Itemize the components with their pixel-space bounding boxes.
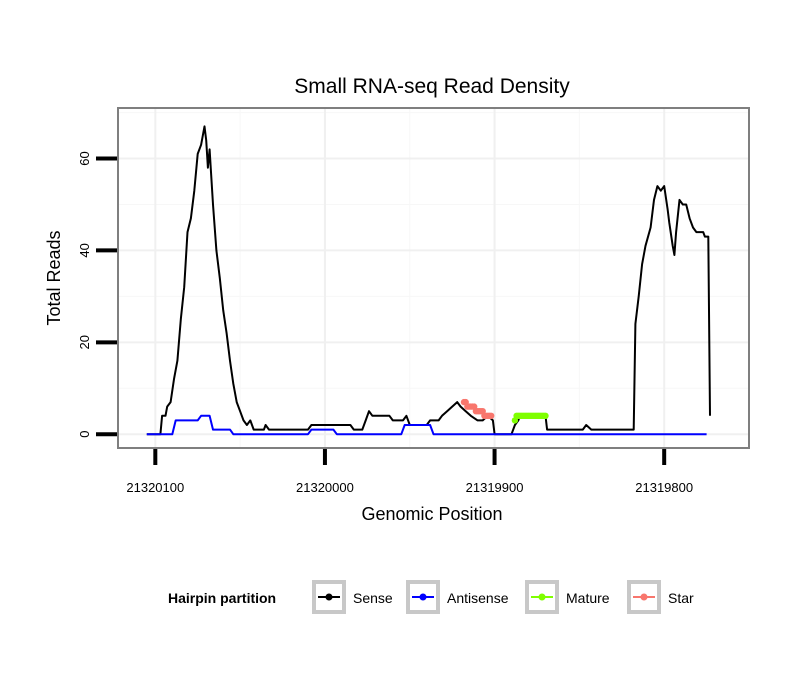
legend-item-sense: Sense [312,580,393,614]
grid [118,108,749,448]
legend-key-point [640,593,648,601]
data-point [542,412,549,419]
legend: Hairpin partition Sense Antisense Mature St… [168,580,694,614]
legend-items: Sense Antisense Mature Star [312,580,694,614]
plot-background [118,108,749,448]
legend-label: Antisense [447,590,509,606]
y-axis-title: Total Reads [44,230,64,325]
legend-title: Hairpin partition [168,590,276,606]
y-tick-label: 0 [77,431,92,438]
x-axis: 21320100 21320000 21319900 21319800 [126,449,693,495]
series-star [460,398,495,419]
series-line-antisense [146,414,707,436]
x-tick-label: 21320000 [296,480,354,495]
chart-title: Small RNA-seq Read Density [294,75,570,98]
y-axis: 0 20 40 60 [77,151,117,438]
y-tick-label: 20 [77,335,92,349]
plot-panel [117,107,750,449]
legend-key-point [538,593,546,601]
series-sense [146,125,711,436]
series-mature [511,412,549,424]
legend-label: Star [668,590,694,606]
series-layer [146,125,711,436]
legend-item-mature: Mature [525,580,610,614]
data-point [488,412,495,419]
x-axis-title: Genomic Position [361,504,502,524]
legend-key-point [419,593,427,601]
series-antisense [146,414,707,436]
x-tick-label: 21319800 [635,480,693,495]
series-line-sense [146,125,711,436]
x-tick-label: 21320100 [126,480,184,495]
legend-key-point [325,593,333,601]
legend-item-antisense: Antisense [406,580,509,614]
legend-label: Mature [566,590,610,606]
y-tick-label: 40 [77,243,92,257]
legend-item-star: Star [627,580,694,614]
plot-border [117,107,750,449]
legend-label: Sense [353,590,393,606]
x-tick-label: 21319900 [466,480,524,495]
y-tick-label: 60 [77,151,92,165]
